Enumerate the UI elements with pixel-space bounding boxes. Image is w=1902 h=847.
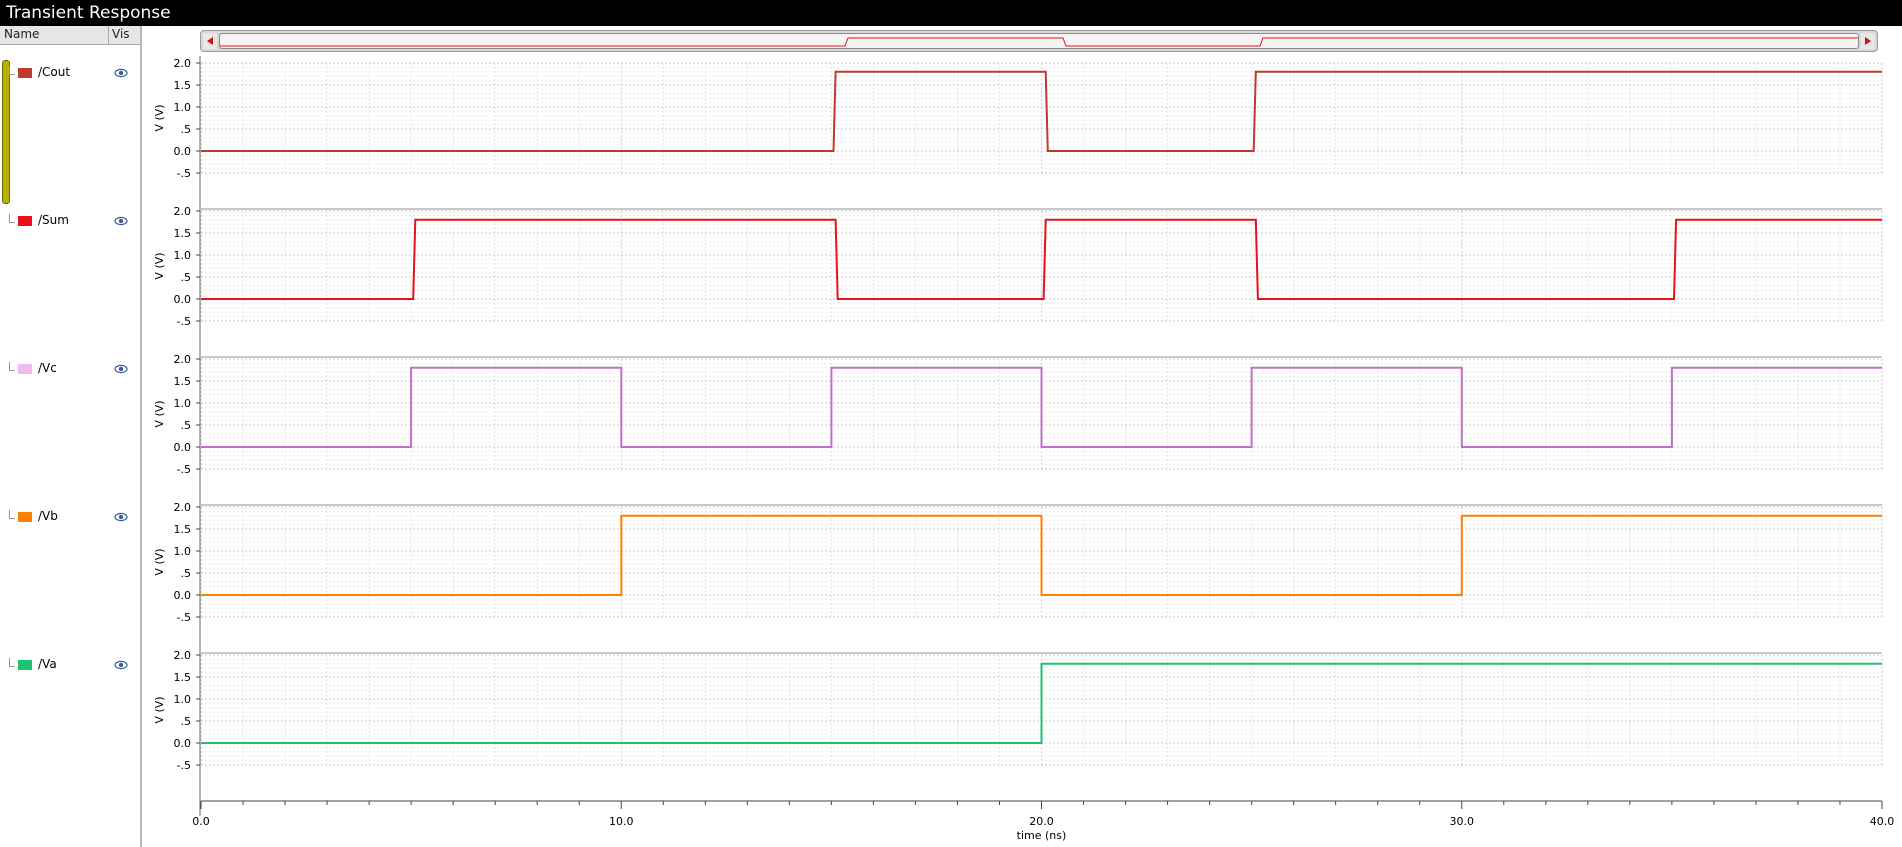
trace-vb — [201, 514, 1882, 596]
y-tick-label: .5 — [181, 419, 192, 432]
y-tick-label: 1.5 — [174, 523, 192, 536]
x-tick-label: 30.0 — [1450, 815, 1475, 828]
eye-icon[interactable] — [114, 214, 128, 228]
window-title: Transient Response — [0, 0, 1902, 26]
signal-color-swatch[interactable] — [18, 68, 32, 78]
y-tick-label: .5 — [181, 567, 192, 580]
signal-list-header: Name Vis — [0, 26, 140, 45]
y-axis-label: V (V) — [153, 548, 166, 575]
signal-row[interactable]: /Sum — [0, 212, 140, 232]
y-tick-label: 2.0 — [174, 57, 192, 70]
signal-row[interactable]: /Vc — [0, 360, 140, 380]
x-tick-label: 20.0 — [1029, 815, 1054, 828]
y-tick-label: 2.0 — [174, 205, 192, 218]
waveform-chart[interactable]: 2.0 1.5 1.0 .5 0.0 -.5 V (V) 2.0 1.5 1.0 .5 0.0 -.5 V… — [144, 56, 1902, 847]
trace-cout — [201, 70, 1882, 152]
y-tick-label: 0.0 — [174, 145, 192, 158]
signal-name: /Cout — [38, 65, 71, 79]
scrollbar-thumb[interactable] — [219, 33, 1859, 49]
y-tick-label: 1.0 — [174, 545, 192, 558]
y-tick-label: -.5 — [177, 463, 191, 476]
signal-name: /Vb — [38, 509, 58, 523]
y-axis-label: V (V) — [153, 696, 166, 723]
y-tick-label: 2.0 — [174, 501, 192, 514]
signal-name: /Va — [38, 657, 57, 671]
signal-color-swatch[interactable] — [18, 660, 32, 670]
scroll-left-button[interactable] — [203, 33, 217, 49]
strip-sum: 2.0 1.5 1.0 .5 0.0 -.5 V (V) — [153, 205, 1883, 328]
signal-color-swatch[interactable] — [18, 216, 32, 226]
eye-icon[interactable] — [114, 362, 128, 376]
signal-row[interactable]: /Va — [0, 656, 140, 676]
signal-color-swatch[interactable] — [18, 512, 32, 522]
y-tick-label: .5 — [181, 715, 192, 728]
scroll-right-button[interactable] — [1861, 33, 1875, 49]
y-tick-label: -.5 — [177, 611, 191, 624]
tree-connector — [9, 510, 15, 519]
y-tick-label: 0.0 — [174, 293, 192, 306]
y-tick-label: 1.5 — [174, 79, 192, 92]
y-tick-label: -.5 — [177, 315, 191, 328]
y-tick-label: 1.5 — [174, 227, 192, 240]
tree-connector — [9, 214, 15, 223]
y-axis-label: V (V) — [153, 400, 166, 427]
y-tick-label: 1.0 — [174, 397, 192, 410]
y-axis-label: V (V) — [153, 104, 166, 131]
tree-connector — [9, 66, 15, 75]
signal-name: /Vc — [38, 361, 57, 375]
y-tick-label: 1.5 — [174, 671, 192, 684]
y-tick-label: -.5 — [177, 167, 191, 180]
x-tick-label: 0.0 — [192, 815, 210, 828]
strip-vc: 2.0 1.5 1.0 .5 0.0 -.5 V (V) — [153, 353, 1883, 476]
arrow-right-icon — [1865, 37, 1871, 45]
name-column-header[interactable]: Name — [4, 27, 40, 41]
eye-icon[interactable] — [114, 658, 128, 672]
y-tick-label: 0.0 — [174, 441, 192, 454]
tree-connector — [9, 362, 15, 371]
signal-row[interactable]: /Cout — [0, 64, 140, 84]
y-tick-label: 0.0 — [174, 737, 192, 750]
overview-trace — [220, 37, 1858, 47]
arrow-left-icon — [207, 37, 213, 45]
time-scrollbar[interactable] — [200, 30, 1878, 52]
y-tick-label: 1.0 — [174, 249, 192, 262]
y-tick-label: 1.0 — [174, 101, 192, 114]
signal-name: /Sum — [38, 213, 69, 227]
x-axis-label: time (ns) — [1017, 829, 1067, 842]
eye-icon[interactable] — [114, 510, 128, 524]
tree-connector — [9, 658, 15, 667]
y-tick-label: 1.0 — [174, 693, 192, 706]
y-tick-label: .5 — [181, 123, 192, 136]
strip-va: 2.0 1.5 1.0 .5 0.0 -.5 V (V) — [153, 649, 1883, 772]
y-tick-label: 0.0 — [174, 589, 192, 602]
y-tick-label: 2.0 — [174, 649, 192, 662]
y-axis-label: V (V) — [153, 252, 166, 279]
y-tick-label: .5 — [181, 271, 192, 284]
waveform-plot-area[interactable]: 2.0 1.5 1.0 .5 0.0 -.5 V (V) 2.0 1.5 1.0 .5 0.0 -.5 V… — [144, 56, 1902, 847]
strip-cout: 2.0 1.5 1.0 .5 0.0 -.5 V (V) — [153, 57, 1883, 180]
trace-sum — [201, 218, 1882, 300]
trace-vc — [201, 366, 1882, 448]
column-divider[interactable] — [108, 26, 109, 44]
selected-strip-marker — [2, 60, 10, 204]
trace-va — [201, 662, 1882, 744]
signal-color-swatch[interactable] — [18, 364, 32, 374]
y-tick-label: 1.5 — [174, 375, 192, 388]
x-tick-label: 10.0 — [609, 815, 634, 828]
vis-column-header[interactable]: Vis — [112, 27, 130, 41]
eye-icon[interactable] — [114, 66, 128, 80]
y-tick-label: 2.0 — [174, 353, 192, 366]
y-tick-label: -.5 — [177, 759, 191, 772]
strip-vb: 2.0 1.5 1.0 .5 0.0 -.5 V (V) — [153, 501, 1883, 624]
x-tick-label: 40.0 — [1870, 815, 1895, 828]
signal-list-panel: Name Vis /Cout/Sum/Vc/Vb/Va — [0, 26, 142, 847]
signal-row[interactable]: /Vb — [0, 508, 140, 528]
